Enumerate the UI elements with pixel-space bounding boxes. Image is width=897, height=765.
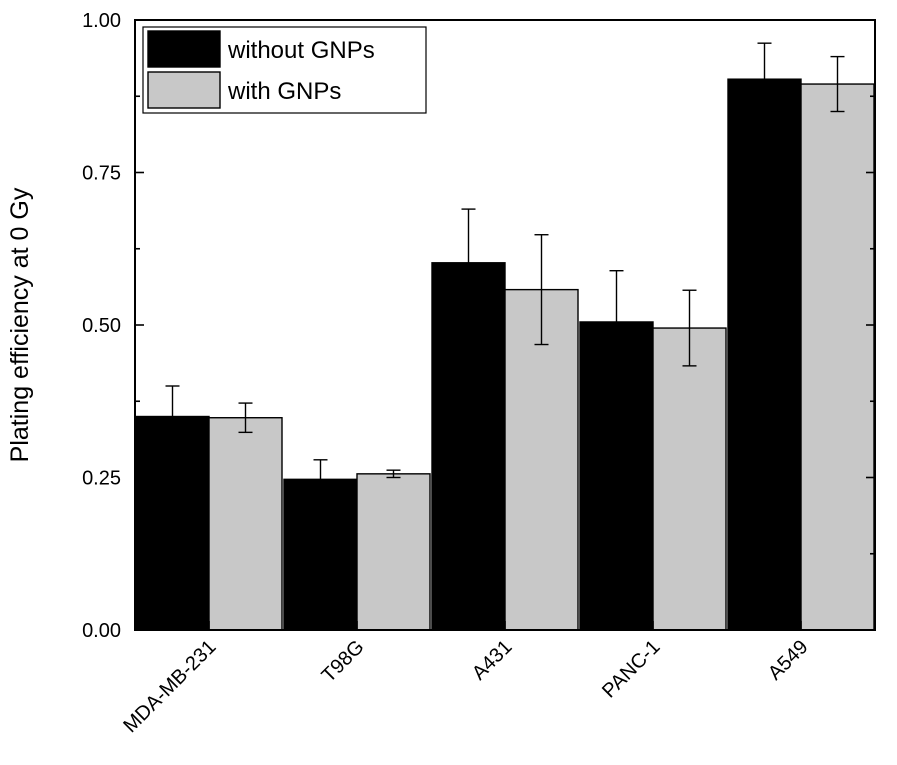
bar-with-gnps-t98g	[356, 473, 431, 631]
bar-with-gnps-a549	[800, 83, 875, 631]
plot-frame	[134, 19, 876, 631]
legend-label-without-gnps: without GNPs	[227, 37, 375, 64]
bar-with-gnps-a431	[504, 288, 579, 631]
y-axis-title: Plating efficiency at 0 Gy	[6, 187, 34, 462]
legend-label-with-gnps: with GNPs	[227, 78, 341, 105]
bar-without-gnps-mda-mb-231	[135, 415, 210, 631]
y-tick-label: 0.75	[82, 163, 121, 185]
legend-swatch-with-gnps	[147, 71, 221, 109]
bar-with-gnps-panc-1	[652, 327, 727, 631]
y-tick-label: 0.50	[82, 315, 121, 337]
y-tick-label: 0.00	[82, 620, 121, 642]
bar-without-gnps-a431	[431, 262, 506, 631]
bar-with-gnps-mda-mb-231	[208, 417, 283, 631]
bar-without-gnps-a549	[727, 78, 802, 631]
x-tick-label-mda-mb-231: MDA-MB-231	[119, 636, 220, 737]
legend-swatch-without-gnps	[147, 30, 221, 68]
bar-without-gnps-t98g	[283, 478, 358, 631]
x-tick-label-t98g: T98G	[318, 636, 369, 687]
bars-layer	[135, 78, 875, 631]
error-bars-layer	[165, 42, 845, 500]
y-tick-label: 0.25	[82, 468, 121, 490]
x-tick-label-panc-1: PANC-1	[598, 636, 664, 702]
legend: without GNPs with GNPs	[142, 26, 427, 114]
x-axis: MDA-MB-231 T98G A431 PANC-1 A549	[119, 621, 813, 737]
y-tick-label: 1.00	[82, 10, 121, 32]
x-tick-label-a431: A431	[468, 636, 517, 685]
x-tick-label-a549: A549	[764, 636, 813, 685]
